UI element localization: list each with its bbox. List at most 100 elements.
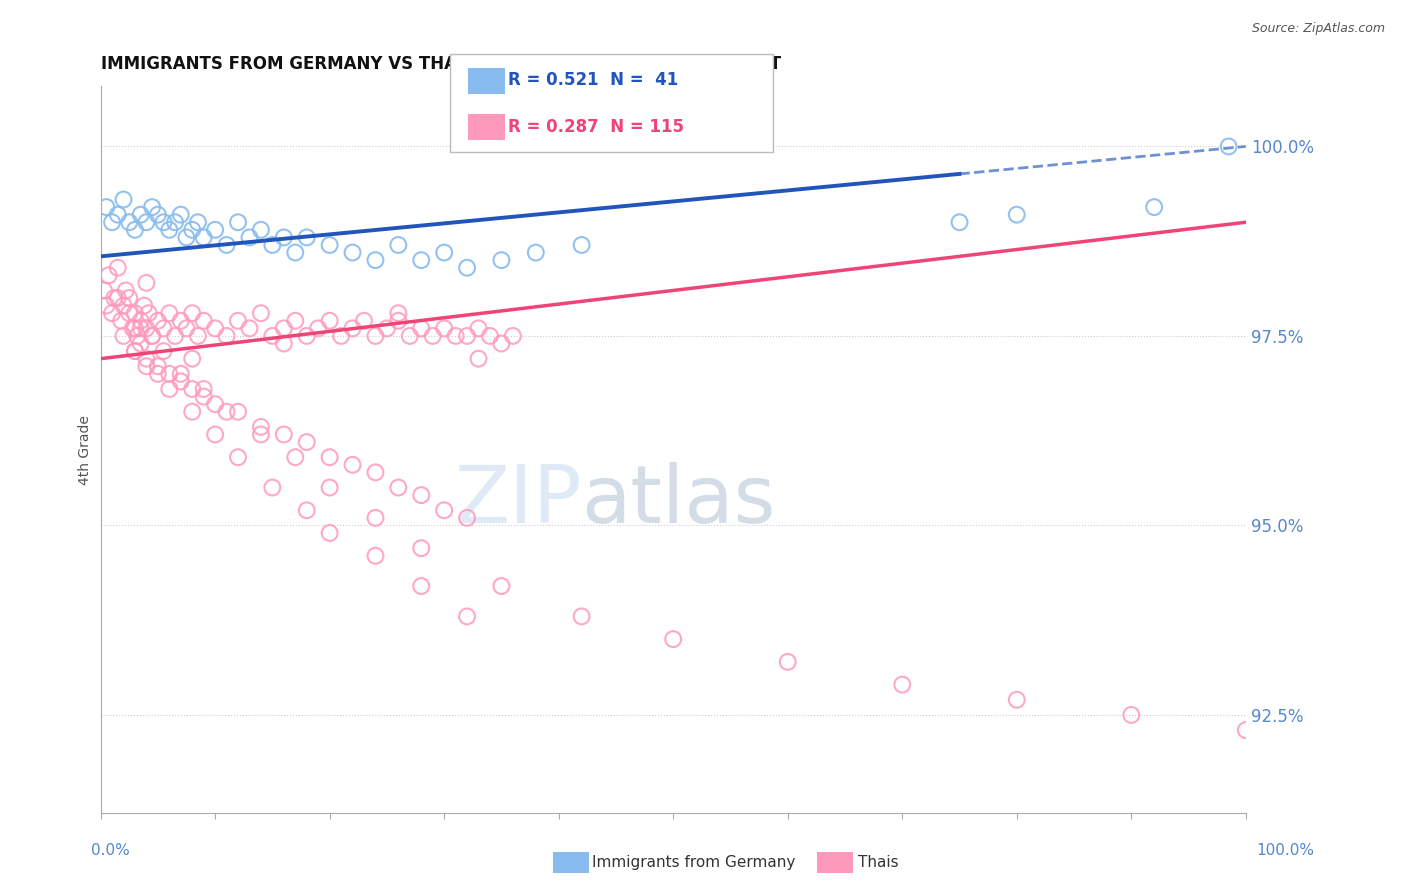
- Point: [364, 549, 387, 563]
- Point: [124, 321, 146, 335]
- Point: [456, 609, 478, 624]
- Point: [318, 238, 340, 252]
- Point: [262, 481, 284, 495]
- Point: [152, 344, 174, 359]
- Point: [307, 321, 329, 335]
- Point: [467, 351, 489, 366]
- Point: [491, 253, 513, 268]
- Point: [146, 359, 169, 374]
- Point: [163, 215, 186, 229]
- Point: [478, 329, 501, 343]
- Point: [135, 276, 157, 290]
- Point: [524, 245, 547, 260]
- Point: [146, 208, 169, 222]
- Point: [193, 230, 215, 244]
- Point: [215, 405, 238, 419]
- Point: [107, 260, 129, 275]
- Point: [342, 458, 364, 472]
- Point: [238, 230, 260, 244]
- Point: [170, 208, 193, 222]
- Point: [181, 351, 204, 366]
- Point: [204, 397, 226, 411]
- Point: [176, 321, 198, 335]
- Point: [204, 321, 226, 335]
- Point: [152, 215, 174, 229]
- Point: [411, 488, 433, 502]
- Point: [134, 299, 156, 313]
- Point: [157, 223, 180, 237]
- Point: [129, 208, 152, 222]
- Point: [295, 435, 318, 450]
- Point: [238, 321, 260, 335]
- Point: [295, 329, 318, 343]
- Point: [112, 299, 135, 313]
- Text: Thais: Thais: [858, 855, 898, 870]
- Point: [141, 200, 163, 214]
- Point: [456, 260, 478, 275]
- Point: [948, 215, 970, 229]
- Point: [284, 450, 307, 465]
- Text: Immigrants from Germany: Immigrants from Germany: [592, 855, 796, 870]
- Point: [342, 321, 364, 335]
- Point: [114, 284, 136, 298]
- Point: [135, 321, 157, 335]
- Point: [226, 450, 249, 465]
- Point: [96, 200, 118, 214]
- Point: [121, 321, 143, 335]
- Point: [456, 511, 478, 525]
- Text: IMMIGRANTS FROM GERMANY VS THAI 4TH GRADE CORRELATION CHART: IMMIGRANTS FROM GERMANY VS THAI 4TH GRAD…: [101, 55, 780, 73]
- Point: [129, 321, 152, 335]
- Point: [127, 329, 149, 343]
- Point: [284, 245, 307, 260]
- Point: [422, 329, 444, 343]
- Point: [250, 427, 273, 442]
- Point: [118, 306, 141, 320]
- Point: [112, 193, 135, 207]
- Point: [353, 314, 375, 328]
- Point: [124, 344, 146, 359]
- Point: [124, 223, 146, 237]
- Point: [273, 336, 295, 351]
- Text: R = 0.521  N =  41: R = 0.521 N = 41: [508, 71, 678, 89]
- Point: [318, 481, 340, 495]
- Point: [176, 230, 198, 244]
- Text: ZIP: ZIP: [454, 461, 582, 540]
- Point: [129, 336, 152, 351]
- Point: [181, 405, 204, 419]
- Point: [364, 253, 387, 268]
- Point: [250, 420, 273, 434]
- Text: 0.0%: 0.0%: [91, 843, 131, 858]
- Point: [387, 238, 409, 252]
- Point: [129, 314, 152, 328]
- Point: [187, 215, 209, 229]
- Point: [284, 314, 307, 328]
- Point: [170, 375, 193, 389]
- Point: [375, 321, 398, 335]
- Point: [141, 329, 163, 343]
- Point: [107, 291, 129, 305]
- Point: [250, 306, 273, 320]
- Point: [193, 314, 215, 328]
- Point: [411, 253, 433, 268]
- Point: [467, 321, 489, 335]
- Point: [571, 238, 593, 252]
- Point: [170, 367, 193, 381]
- Point: [118, 215, 141, 229]
- Y-axis label: 4th Grade: 4th Grade: [79, 415, 93, 484]
- Point: [110, 314, 132, 328]
- Point: [226, 215, 249, 229]
- Point: [181, 223, 204, 237]
- Point: [295, 503, 318, 517]
- Point: [152, 321, 174, 335]
- Point: [135, 359, 157, 374]
- Point: [97, 268, 120, 283]
- Point: [146, 314, 169, 328]
- Point: [181, 382, 204, 396]
- Point: [118, 291, 141, 305]
- Point: [215, 329, 238, 343]
- Point: [193, 390, 215, 404]
- Point: [187, 329, 209, 343]
- Point: [262, 329, 284, 343]
- Point: [135, 351, 157, 366]
- Point: [226, 405, 249, 419]
